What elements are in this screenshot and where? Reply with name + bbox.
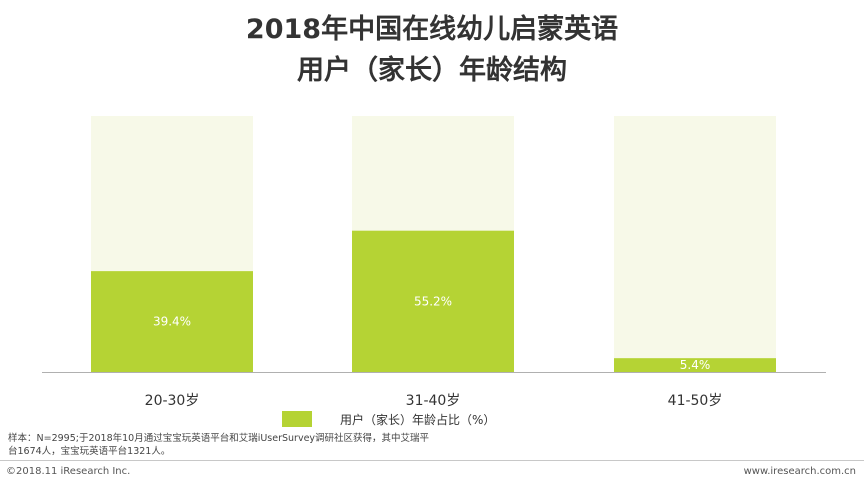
x-tick-label: 20-30岁 bbox=[145, 393, 200, 409]
copyright: ©2018.11 iResearch Inc. bbox=[6, 466, 131, 477]
data-label: 39.4% bbox=[153, 315, 191, 329]
sample-note: 样本：N=2995;于2018年10月通过宝宝玩英语平台和艾瑞iUserSurv… bbox=[8, 433, 430, 457]
bar-chart: 39.4% 20-30岁 55.2% 31-40岁 5.4% 41-50岁 bbox=[42, 116, 826, 409]
legend: 用户（家长）年龄占比（%） bbox=[282, 410, 495, 428]
bar-background bbox=[614, 116, 776, 372]
data-label: 55.2% bbox=[414, 294, 452, 308]
data-label: 5.4% bbox=[680, 358, 711, 372]
bar bbox=[614, 358, 776, 372]
x-tick-label: 41-50岁 bbox=[668, 393, 723, 409]
legend-swatch bbox=[282, 411, 312, 427]
x-tick-label: 31-40岁 bbox=[406, 393, 461, 409]
website-url: www.iresearch.com.cn bbox=[743, 466, 856, 477]
chart-title-line-2: 用户（家长）年龄结构 bbox=[297, 55, 567, 86]
bar bbox=[352, 230, 514, 372]
bar bbox=[91, 271, 253, 372]
chart-title-line-1: 2018年中国在线幼儿启蒙英语 bbox=[245, 14, 619, 45]
footer-divider bbox=[0, 460, 864, 461]
legend-label: 用户（家长）年龄占比（%） bbox=[340, 412, 496, 427]
